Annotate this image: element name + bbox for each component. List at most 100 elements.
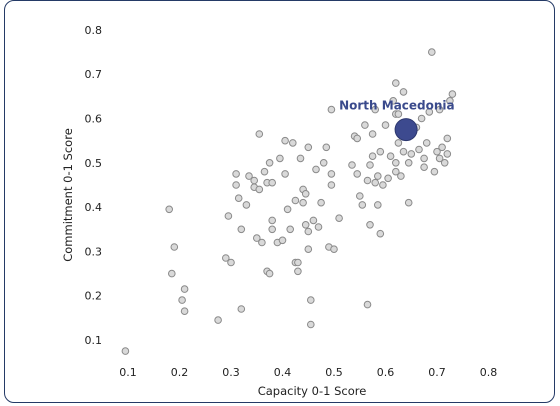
data-point [353, 170, 362, 178]
data-point [376, 147, 385, 156]
data-point [250, 176, 258, 185]
data-point [428, 48, 436, 56]
data-point [289, 139, 297, 147]
data-point [309, 216, 318, 225]
data-point [322, 143, 331, 152]
data-point [368, 152, 377, 160]
data-point [180, 307, 189, 316]
data-point [224, 212, 233, 220]
data-point [168, 269, 176, 278]
data-point [291, 196, 300, 205]
data-point [417, 114, 426, 123]
data-point [415, 145, 423, 154]
data-point [165, 205, 173, 214]
x-axis-ticks: 0.1 0.2 0.3 0.4 0.5 0.6 0.7 0.8 [119, 366, 497, 379]
data-point [327, 181, 336, 189]
data-point [358, 201, 367, 209]
highlight-label: North Macedonia [339, 99, 455, 113]
data-point [404, 159, 413, 167]
data-point [420, 154, 428, 163]
data-point [265, 269, 274, 278]
points-layer [121, 48, 457, 355]
x-tick-label: 0.1 [119, 366, 137, 379]
highlight-layer: North Macedonia [339, 99, 455, 142]
data-point [379, 181, 387, 189]
data-point [381, 121, 390, 129]
data-point [180, 285, 189, 293]
data-point [232, 170, 240, 178]
data-point [255, 130, 264, 138]
data-point [425, 108, 434, 116]
x-tick-label: 0.5 [325, 366, 343, 379]
data-point [281, 136, 289, 145]
data-point [440, 159, 449, 167]
data-point [317, 198, 325, 207]
y-tick-label: 0.4 [85, 201, 103, 214]
data-point [268, 225, 277, 234]
y-tick-label: 0.3 [85, 245, 103, 258]
data-point [361, 121, 369, 129]
data-point [283, 205, 292, 214]
data-point [232, 181, 240, 189]
data-point [389, 97, 398, 105]
y-tick-label: 0.6 [85, 113, 103, 126]
data-point [252, 234, 261, 242]
x-tick-label: 0.3 [222, 366, 240, 379]
data-point [237, 225, 246, 234]
data-point [392, 167, 400, 176]
data-point [170, 243, 179, 251]
data-point [384, 174, 392, 183]
data-point [242, 201, 251, 209]
x-tick-label: 0.2 [171, 366, 189, 379]
y-axis-ticks: 0.1 0.2 0.3 0.4 0.5 0.6 0.7 0.8 [85, 24, 103, 347]
data-point [304, 143, 313, 152]
data-point [446, 97, 454, 105]
data-point [433, 147, 441, 156]
data-point [438, 143, 446, 152]
data-point [234, 194, 243, 202]
data-point [260, 167, 269, 176]
data-point [121, 347, 130, 355]
data-point [392, 79, 400, 87]
data-point [301, 221, 310, 229]
data-point [420, 163, 428, 171]
data-point [348, 161, 356, 169]
data-point [227, 258, 235, 267]
data-point [366, 161, 374, 169]
data-point [435, 154, 444, 163]
data-point [312, 165, 320, 174]
data-point [448, 90, 457, 98]
data-point [368, 130, 377, 138]
data-point [386, 152, 395, 160]
data-point [304, 227, 313, 236]
data-point [214, 316, 222, 324]
data-point [327, 105, 336, 114]
data-point [296, 154, 305, 163]
x-tick-label: 0.6 [377, 366, 395, 379]
data-point [281, 170, 289, 178]
data-point [363, 176, 372, 185]
data-point [407, 150, 416, 158]
data-point [399, 88, 408, 96]
data-point [294, 267, 302, 276]
data-point [278, 236, 287, 245]
y-tick-label: 0.8 [85, 24, 103, 37]
data-point [319, 159, 328, 167]
data-point [304, 245, 313, 253]
data-point [255, 185, 264, 194]
data-point [335, 214, 343, 222]
data-point [237, 305, 246, 313]
data-point [299, 198, 307, 207]
data-point [394, 110, 403, 118]
data-point [222, 254, 230, 262]
x-tick-label: 0.4 [274, 366, 292, 379]
data-point [301, 190, 310, 198]
data-point [327, 170, 336, 178]
data-point [276, 154, 284, 163]
data-point [330, 245, 338, 253]
data-point [430, 167, 439, 176]
chart-frame [4, 0, 555, 403]
y-tick-label: 0.2 [85, 290, 103, 303]
data-point [286, 225, 295, 234]
